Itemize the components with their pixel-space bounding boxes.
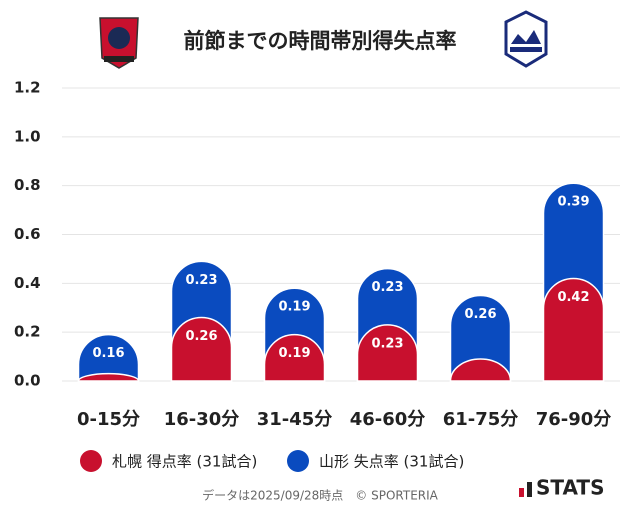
data-label: 0.19 [278,300,310,315]
y-tick-label: 0.8 [14,176,41,194]
x-tick-label: 16-30分 [164,409,240,430]
data-label: 0.26 [464,307,496,322]
data-label: 0.16 [92,346,124,361]
data-label: 0.23 [371,280,403,295]
legend-label: 札幌 得点率 (31試合) [112,453,257,471]
y-tick-label: 0.2 [14,323,41,341]
bar-segment [449,358,512,382]
footer: データは2025/09/28時点 © SPORTERIA [202,488,439,503]
data-label: 0.23 [185,273,217,288]
data-label: 0.23 [371,336,403,351]
y-tick-label: 1.0 [14,127,41,145]
y-tick-label: 0.0 [14,372,41,390]
bar-segment [356,324,419,382]
x-tick-label: 46-60分 [350,409,426,430]
data-label: 0.42 [557,290,589,305]
bar-segment [542,277,605,382]
chart-title: 前節までの時間帯別得失点率 [184,29,457,53]
legend: 札幌 得点率 (31試合) 山形 失点率 (31試合) [80,450,464,472]
legend-marker [80,450,102,472]
brand-logo: STATS [519,476,604,500]
bar-segment [263,333,326,382]
x-tick-label: 31-45分 [257,409,333,430]
y-tick-label: 1.2 [14,79,41,97]
y-tick-label: 0.6 [14,225,41,243]
bar-segment [449,294,512,382]
data-label: 0.39 [557,195,589,210]
legend-label: 山形 失点率 (31試合) [319,453,464,471]
home-logo [99,17,139,69]
data-label: 0.26 [185,329,217,344]
data-label: 0.19 [278,346,310,361]
bar-segment [77,372,140,382]
bar-segment [170,316,233,382]
y-tick-label: 0.4 [14,274,41,292]
away-logo [504,10,548,68]
legend-marker [287,450,309,472]
x-tick-label: 61-75分 [443,409,519,430]
x-tick-label: 76-90分 [536,409,612,430]
x-tick-label: 0-15分 [77,409,140,430]
bar-segment [77,333,140,382]
brand-text: STATS [536,476,604,500]
